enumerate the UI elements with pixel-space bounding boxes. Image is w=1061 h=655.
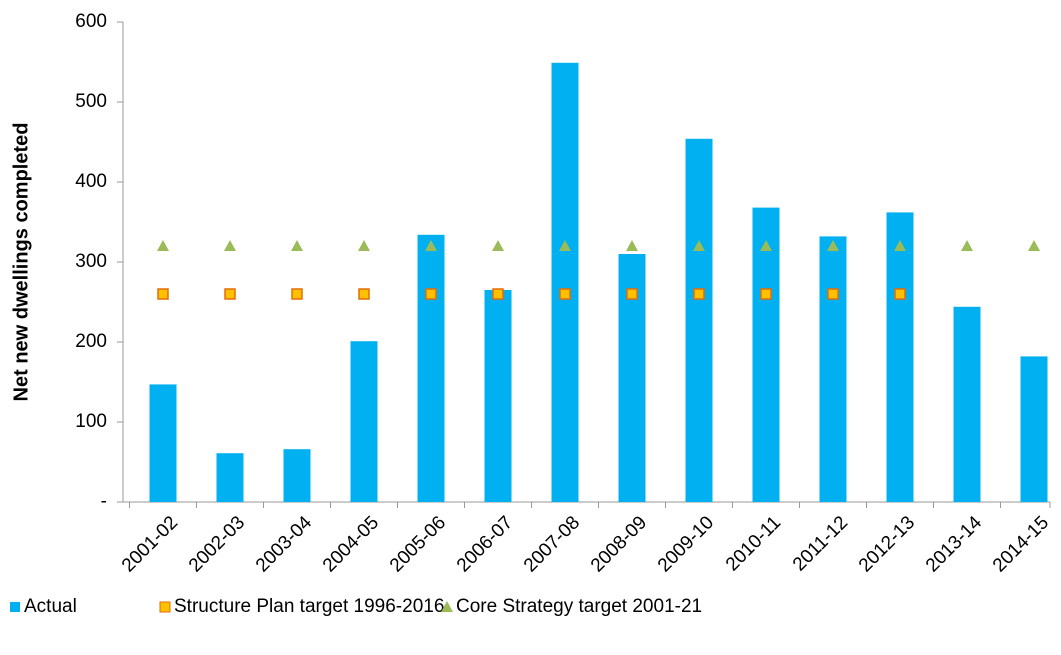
- triangle-marker: [894, 240, 906, 251]
- square-marker: [224, 288, 236, 300]
- triangle-marker: [1028, 240, 1040, 251]
- x-tick-label: 2011-12: [789, 512, 852, 575]
- x-tick-label: 2003-04: [252, 512, 316, 576]
- triangle-marker: [492, 240, 504, 251]
- square-marker: [894, 288, 906, 300]
- triangle-marker: [425, 240, 437, 251]
- y-tick-label: 100: [75, 411, 107, 432]
- square-marker: [157, 288, 169, 300]
- legend-label: Actual: [24, 596, 77, 617]
- x-tick-label: 2012-13: [855, 512, 919, 576]
- bar: [685, 138, 713, 503]
- legend-swatch: [10, 602, 20, 612]
- x-tick-label: 2010-11: [722, 512, 785, 575]
- square-marker: [358, 288, 370, 300]
- x-tick-label: 2005-06: [386, 512, 450, 576]
- y-tick-label: 400: [75, 171, 107, 192]
- bar: [551, 62, 579, 503]
- bar: [350, 341, 378, 502]
- x-tick-label: 2008-09: [587, 512, 651, 576]
- legend-swatch: [441, 601, 453, 612]
- square-marker: [760, 288, 772, 300]
- bar: [819, 236, 847, 502]
- bar: [484, 290, 512, 502]
- square-marker: [827, 288, 839, 300]
- legend-label: Core Strategy target 2001-21: [456, 596, 702, 617]
- square-marker: [693, 288, 705, 300]
- square-marker: [626, 288, 638, 300]
- triangle-marker: [224, 240, 236, 251]
- square-marker: [559, 288, 571, 300]
- x-tick-label: 2014-15: [989, 512, 1053, 576]
- y-axis-title: Net new dwellings completed: [10, 123, 32, 402]
- triangle-marker: [559, 240, 571, 251]
- bar: [953, 306, 981, 502]
- triangle-marker: [358, 240, 370, 251]
- legend-label: Structure Plan target 1996-2016: [174, 596, 444, 617]
- triangle-marker: [626, 240, 638, 251]
- x-tick-label: 2002-03: [185, 512, 249, 576]
- x-tick-label: 2001-02: [118, 512, 182, 576]
- triangle-marker: [157, 240, 169, 251]
- y-tick-label: 600: [75, 11, 107, 32]
- triangle-marker: [693, 240, 705, 251]
- triangle-marker: [291, 240, 303, 251]
- triangle-marker: [961, 240, 973, 251]
- bar: [752, 207, 780, 502]
- bar: [283, 449, 311, 502]
- square-marker: [425, 288, 437, 300]
- y-tick-label: 200: [75, 331, 107, 352]
- y-tick-label: 500: [75, 91, 107, 112]
- x-tick-label: 2006-07: [453, 512, 517, 576]
- x-tick-label: 2004-05: [319, 512, 383, 576]
- bar: [149, 384, 177, 502]
- x-tick-label: 2007-08: [520, 512, 584, 576]
- y-tick-label: -: [101, 491, 107, 512]
- square-marker: [291, 288, 303, 300]
- bar: [886, 212, 914, 502]
- bar: [417, 234, 445, 503]
- y-tick-label: 300: [75, 251, 107, 272]
- bar: [216, 453, 244, 502]
- triangle-marker: [827, 240, 839, 251]
- square-marker: [492, 288, 504, 300]
- triangle-marker: [760, 240, 772, 251]
- legend-swatch: [159, 601, 171, 613]
- bar: [1020, 356, 1048, 502]
- x-tick-label: 2009-10: [654, 512, 718, 576]
- x-tick-label: 2013-14: [922, 512, 986, 576]
